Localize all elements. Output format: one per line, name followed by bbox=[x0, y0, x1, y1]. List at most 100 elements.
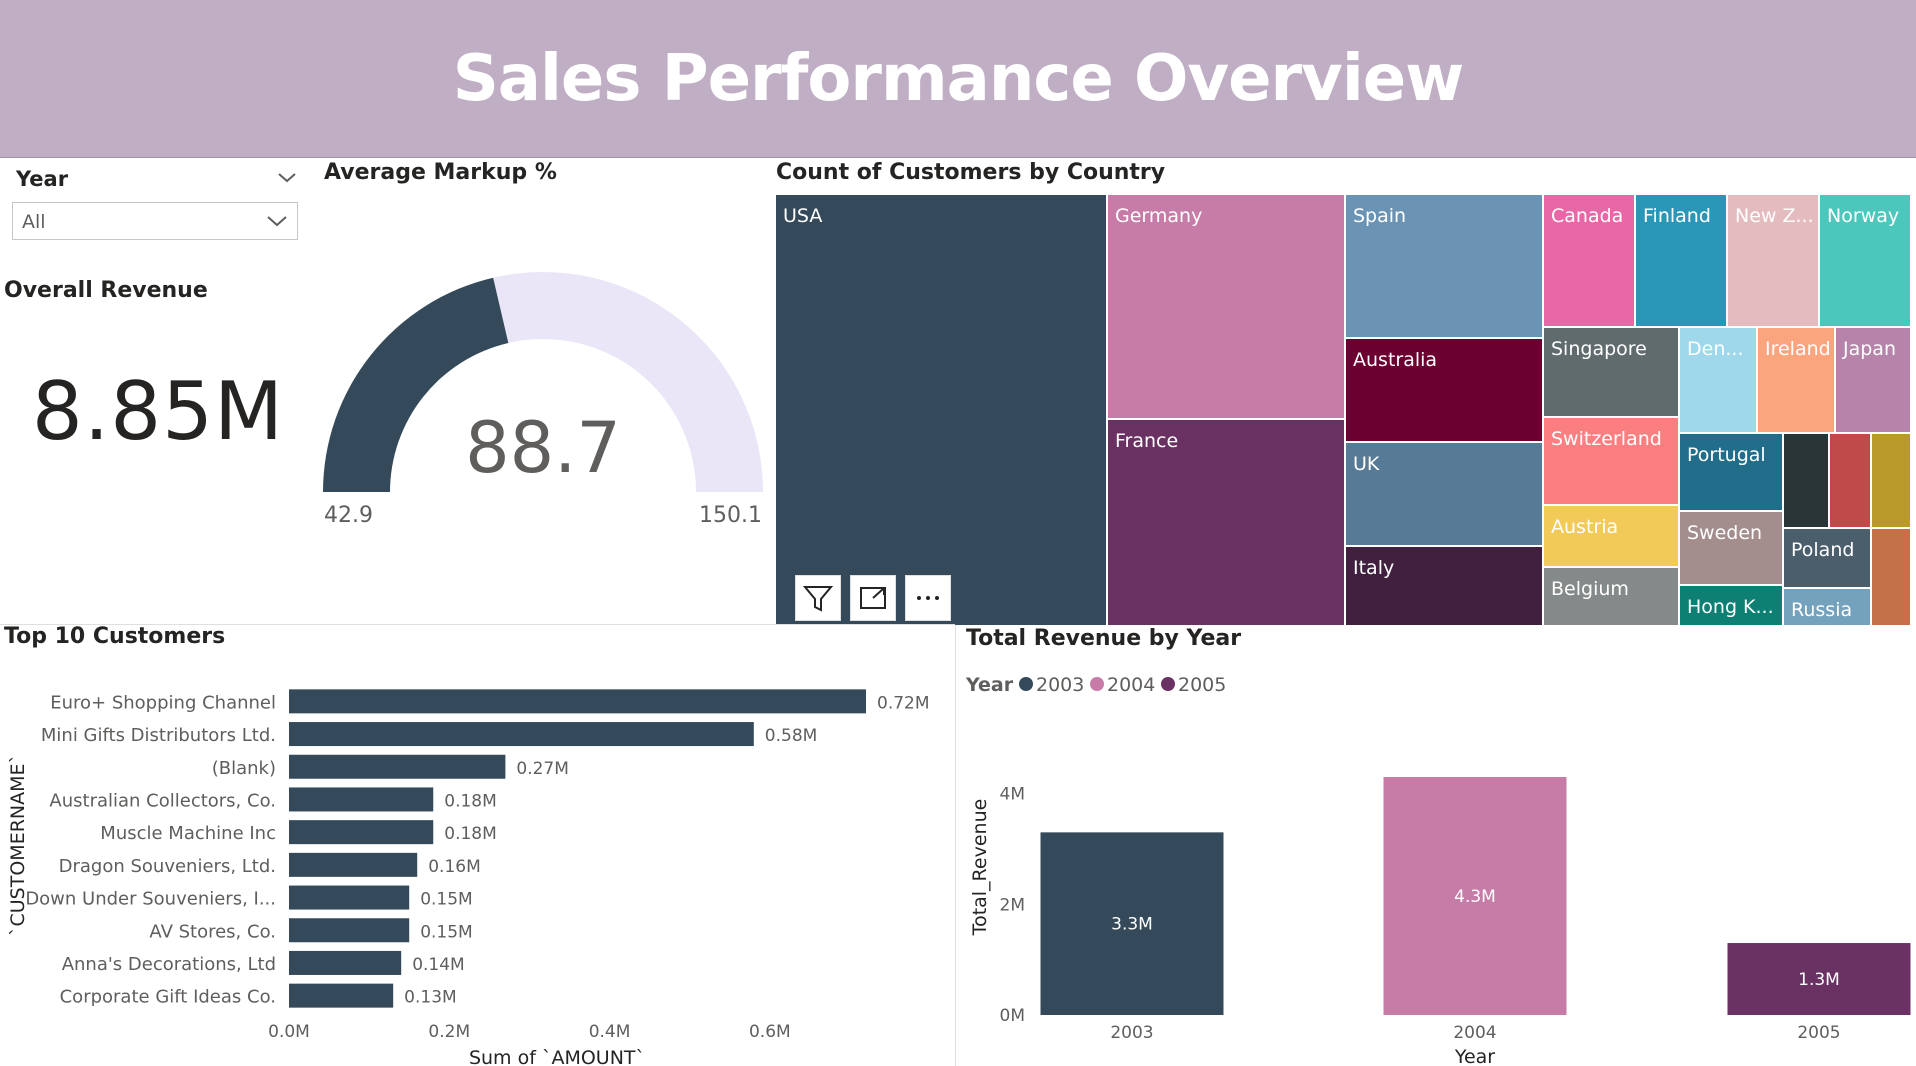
column-bar bbox=[1383, 777, 1567, 1015]
legend-title: Year bbox=[965, 674, 1014, 696]
more-options-button[interactable] bbox=[905, 575, 951, 621]
treemap-tile bbox=[1872, 529, 1910, 625]
category-label: Mini Gifts Distributors Ltd. bbox=[41, 725, 276, 746]
treemap-tile bbox=[1836, 328, 1910, 432]
treemap-tile bbox=[1544, 328, 1678, 416]
legend-label: 2005 bbox=[1178, 674, 1226, 696]
treemap-tile-label: UK bbox=[1353, 453, 1380, 475]
bar bbox=[289, 950, 402, 975]
category-label: Corporate Gift Ideas Co. bbox=[60, 987, 276, 1008]
data-label: 0.58M bbox=[765, 726, 818, 746]
y-axis-label: Total_Revenue bbox=[969, 799, 991, 937]
treemap-tile bbox=[1784, 434, 1828, 527]
data-label: 0.13M bbox=[404, 988, 457, 1008]
treemap-tile-label: Portugal bbox=[1687, 444, 1766, 466]
treemap-tile bbox=[1830, 434, 1870, 527]
gauge-title: Average Markup % bbox=[324, 160, 557, 185]
legend-marker bbox=[1019, 677, 1033, 691]
data-label: 0.16M bbox=[428, 857, 481, 877]
bar bbox=[289, 787, 434, 812]
focus-mode-button[interactable] bbox=[850, 575, 896, 621]
gauge-value: 88.7 bbox=[465, 407, 621, 489]
chevron-down-icon[interactable] bbox=[275, 166, 299, 190]
treemap-tile bbox=[776, 195, 1106, 625]
treemap-tile bbox=[1544, 418, 1678, 504]
year-dropdown[interactable]: All bbox=[12, 202, 298, 240]
data-label: 0.18M bbox=[444, 791, 497, 811]
column-bar bbox=[1727, 943, 1911, 1015]
category-label: AV Stores, Co. bbox=[149, 921, 276, 942]
treemap-tile-label: New Z... bbox=[1735, 205, 1814, 227]
data-label: 0.15M bbox=[420, 890, 473, 910]
treemap-tile-label: Hong K... bbox=[1687, 596, 1774, 618]
y-axis-label: `CUSTOMERNAME` bbox=[7, 754, 29, 936]
data-label: 0.27M bbox=[516, 759, 569, 779]
treemap-tile-label: Germany bbox=[1115, 205, 1202, 227]
category-label: Euro+ Shopping Channel bbox=[50, 692, 276, 713]
treemap-tile bbox=[1758, 328, 1834, 432]
treemap-tile bbox=[1346, 547, 1542, 625]
treemap-tile-label: Austria bbox=[1551, 516, 1618, 538]
legend-marker bbox=[1090, 677, 1104, 691]
country-treemap: USA Germany France Spain Australia UK Italy Can… bbox=[776, 195, 1910, 625]
treemap-tile-label: Canada bbox=[1551, 205, 1623, 227]
y-tick-label: 2M bbox=[1000, 895, 1025, 915]
kpi-value: 8.85M bbox=[31, 365, 285, 458]
bar bbox=[289, 754, 506, 779]
treemap-tile bbox=[1108, 420, 1344, 625]
section-divider bbox=[955, 625, 956, 1066]
treemap-tile-label: Norway bbox=[1827, 205, 1899, 227]
treemap-tile-label: Den... bbox=[1687, 338, 1743, 360]
x-tick-label: 2003 bbox=[1110, 1023, 1153, 1043]
x-tick-label: 2004 bbox=[1453, 1023, 1496, 1043]
x-axis-label: Sum of `AMOUNT` bbox=[469, 1047, 645, 1066]
data-label: 4.3M bbox=[1454, 887, 1496, 907]
year-slicer-label: Year bbox=[16, 167, 69, 191]
treemap-tile bbox=[1728, 195, 1818, 326]
data-label: 0.72M bbox=[877, 693, 930, 713]
category-label: Australian Collectors, Co. bbox=[49, 790, 276, 811]
filter-button[interactable] bbox=[795, 575, 841, 621]
category-label: Dragon Souveniers, Ltd. bbox=[59, 856, 276, 877]
treemap-tile-label: Belgium bbox=[1551, 578, 1629, 600]
bar-chart-title: Top 10 Customers bbox=[4, 624, 226, 649]
gauge-track bbox=[493, 272, 763, 492]
gauge-min-label: 42.9 bbox=[324, 503, 373, 528]
treemap-tile bbox=[1872, 434, 1910, 527]
treemap-tile-label: Spain bbox=[1353, 205, 1406, 227]
treemap-tile bbox=[1636, 195, 1726, 326]
column-bar bbox=[1040, 832, 1224, 1015]
legend-label: 2003 bbox=[1036, 674, 1084, 696]
gauge-fill bbox=[323, 277, 509, 492]
bar bbox=[289, 820, 434, 845]
bar bbox=[289, 722, 754, 747]
treemap-tile bbox=[1108, 195, 1344, 418]
treemap-tile-label: Switzerland bbox=[1551, 428, 1662, 450]
treemap-title: Count of Customers by Country bbox=[776, 160, 1166, 185]
treemap-tile bbox=[1784, 589, 1870, 625]
chevron-down-icon bbox=[267, 216, 287, 227]
kpi-title: Overall Revenue bbox=[4, 278, 208, 303]
treemap-tile-label: USA bbox=[783, 205, 822, 227]
header-banner: Sales Performance Overview bbox=[0, 0, 1916, 158]
treemap-tile-label: Sweden bbox=[1687, 522, 1762, 544]
treemap-tile bbox=[1346, 443, 1542, 545]
filter-icon bbox=[802, 586, 834, 612]
data-label: 1.3M bbox=[1798, 970, 1840, 990]
treemap-tile bbox=[1544, 568, 1678, 625]
x-tick-label: 0.0M bbox=[268, 1022, 310, 1042]
y-tick-label: 0M bbox=[1000, 1006, 1025, 1026]
treemap-tile bbox=[1346, 195, 1542, 337]
data-label: 3.3M bbox=[1111, 915, 1153, 935]
top-customers-bar-chart: Euro+ Shopping Channel 0.72M Mini Gifts Di… bbox=[7, 689, 930, 1066]
bar bbox=[289, 983, 394, 1008]
x-axis-label: Year bbox=[1454, 1046, 1495, 1066]
treemap-tile bbox=[1680, 434, 1782, 510]
data-label: 0.18M bbox=[444, 824, 497, 844]
treemap-tile-label: Russia bbox=[1791, 599, 1852, 621]
category-label: Anna's Decorations, Ltd bbox=[62, 954, 276, 975]
x-tick-label: 2005 bbox=[1797, 1023, 1840, 1043]
treemap-tile-label: Ireland bbox=[1765, 338, 1831, 360]
treemap-tile-label: Australia bbox=[1353, 349, 1437, 371]
y-tick-label: 4M bbox=[1000, 785, 1025, 805]
